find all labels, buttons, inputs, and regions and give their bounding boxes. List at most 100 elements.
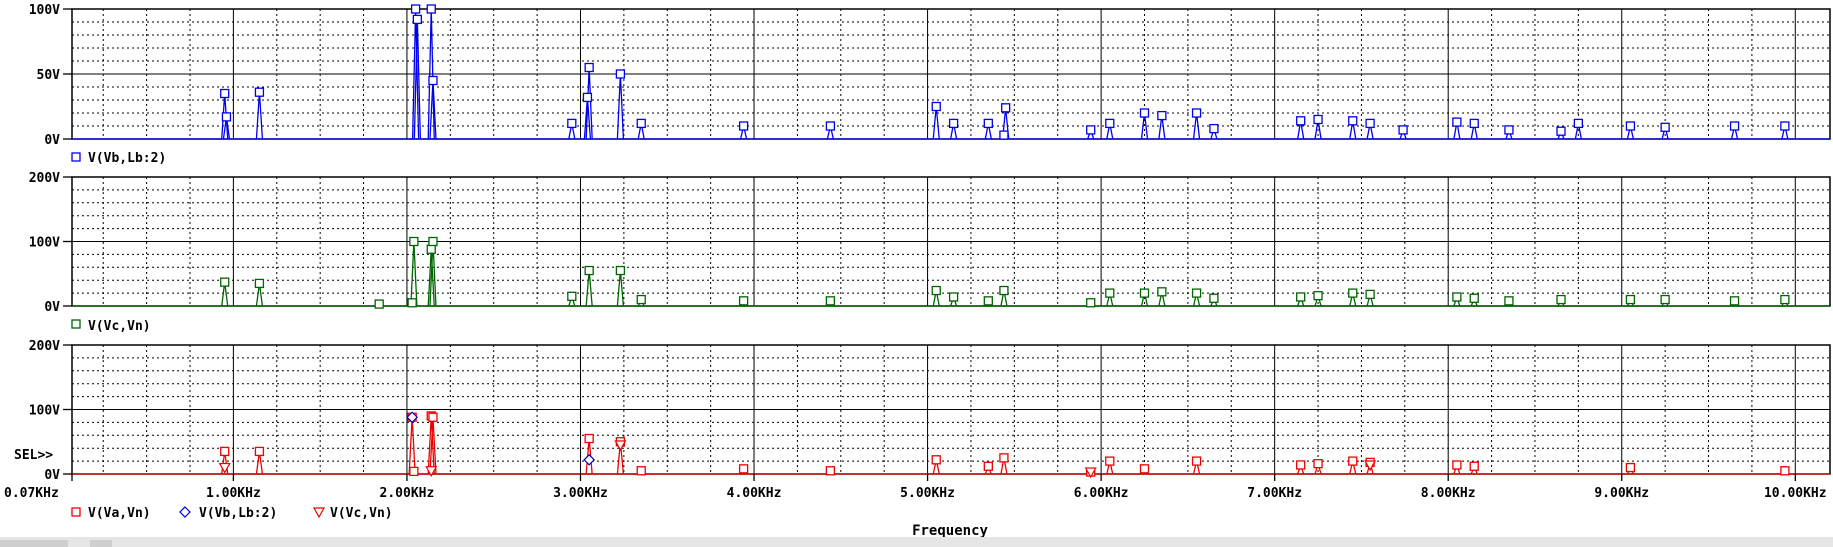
- legend-label-vb-lb2[interactable]: V(Vb,Lb:2): [199, 506, 277, 521]
- square-marker: [1452, 460, 1462, 470]
- square-marker: [220, 446, 230, 457]
- square-marker: [1001, 103, 1011, 113]
- square-marker: [636, 118, 646, 129]
- square-marker: [584, 433, 594, 444]
- x-tick-label: 10.00KHz: [1764, 486, 1827, 501]
- plot-2-y-ticks: 0V 100V 200V: [29, 171, 72, 315]
- square-marker: [1660, 294, 1670, 305]
- square-marker: [1086, 125, 1096, 135]
- square-marker: [1191, 288, 1202, 298]
- status-strip-block: [90, 540, 112, 547]
- plot-1-grid: [72, 9, 1830, 139]
- spectral-peak: [616, 270, 625, 307]
- legend-label-va-vn[interactable]: V(Va,Vn): [88, 506, 151, 521]
- square-marker: [999, 453, 1009, 463]
- square-marker: [426, 244, 436, 254]
- plot-3[interactable]: 0V 100V 200V SEL>>: [14, 339, 1831, 483]
- legend-square-marker-icon: [71, 507, 81, 517]
- square-marker: [584, 265, 594, 276]
- square-marker: [1452, 117, 1462, 127]
- plot-2-markers: [220, 236, 1790, 309]
- x-tick-label: 8.00KHz: [1421, 486, 1476, 501]
- square-marker: [1573, 118, 1584, 129]
- square-marker: [567, 291, 577, 301]
- square-marker: [1139, 288, 1150, 298]
- square-marker: [1365, 118, 1375, 129]
- legend-square-marker-icon: [71, 319, 81, 329]
- y-tick-label: 100V: [29, 3, 60, 18]
- plot-1-legend[interactable]: V(Vb,Lb:2): [71, 151, 166, 166]
- plot-1[interactable]: 0V 50V 100V V(Vb,Lb:2): [29, 3, 1831, 166]
- square-marker: [410, 4, 421, 14]
- square-marker: [1729, 296, 1740, 306]
- x-tick-label: 3.00KHz: [553, 486, 608, 501]
- square-marker: [1348, 116, 1358, 126]
- square-marker: [931, 285, 941, 296]
- square-marker: [738, 121, 749, 131]
- plot-2[interactable]: 0V 100V 200V V(Vc,Vn): [29, 171, 1831, 334]
- square-marker: [1313, 291, 1323, 301]
- plot-2-legend-label[interactable]: V(Vc,Vn): [88, 319, 151, 334]
- square-marker: [1157, 110, 1167, 121]
- square-marker: [1296, 116, 1306, 126]
- square-marker: [1296, 460, 1306, 470]
- square-marker: [1105, 288, 1115, 298]
- square-marker: [1139, 464, 1150, 474]
- legend-diamond-marker-icon: [179, 506, 191, 518]
- square-marker: [1729, 121, 1740, 131]
- x-tick-label: 5.00KHz: [900, 486, 955, 501]
- selection-cursor-label[interactable]: SEL>>: [14, 448, 53, 463]
- square-marker: [1780, 294, 1790, 305]
- square-marker: [825, 466, 836, 476]
- square-marker: [1625, 462, 1636, 473]
- square-marker: [999, 130, 1009, 140]
- square-marker: [1191, 108, 1202, 118]
- triangle-down-marker: [1364, 460, 1377, 472]
- legend-label-vc-vn[interactable]: V(Vc,Vn): [330, 506, 393, 521]
- square-marker: [1556, 126, 1566, 136]
- plot-1-y-ticks: 0V 50V 100V: [29, 3, 72, 148]
- square-marker: [1139, 108, 1150, 118]
- x-axis-title: Frequency: [912, 523, 988, 539]
- plot-2-legend[interactable]: V(Vc,Vn): [71, 319, 151, 334]
- y-tick-label: 200V: [29, 339, 60, 354]
- spectral-peak: [408, 417, 416, 475]
- square-marker: [1365, 289, 1375, 300]
- square-marker: [584, 62, 594, 73]
- spectral-peak: [255, 92, 264, 140]
- square-marker: [254, 446, 265, 457]
- y-tick-label: 100V: [29, 404, 60, 419]
- square-marker: [254, 278, 265, 289]
- x-tick-label: 9.00KHz: [1594, 486, 1649, 501]
- square-marker: [1209, 293, 1219, 303]
- y-tick-label: 50V: [37, 68, 61, 83]
- spectral-peak: [616, 73, 625, 140]
- square-marker: [983, 461, 993, 471]
- plot-3-legend[interactable]: V(Va,Vn) V(Vb,Lb:2) V(Vc,Vn): [71, 506, 393, 521]
- square-marker: [825, 296, 836, 306]
- x-tick-label: 2.00KHz: [380, 486, 435, 501]
- square-marker: [948, 292, 959, 302]
- triangle-down-marker: [425, 466, 438, 478]
- triangle-down-marker: [1084, 467, 1097, 479]
- square-marker: [636, 294, 646, 305]
- plot-1-legend-label[interactable]: V(Vb,Lb:2): [88, 151, 166, 166]
- square-marker: [374, 299, 384, 309]
- square-marker: [567, 118, 577, 129]
- legend-triangle-down-marker-icon: [312, 507, 326, 519]
- square-marker: [738, 464, 749, 474]
- square-marker: [221, 112, 232, 122]
- square-marker: [1625, 294, 1636, 305]
- square-marker: [1296, 292, 1306, 302]
- square-marker: [220, 88, 230, 99]
- square-marker: [825, 121, 836, 131]
- x-axis-ticks: 0.07KHz 1.00KHz 2.00KHz 3.00KHz 4.00KHz 5.00K…: [4, 474, 1827, 501]
- square-marker: [409, 466, 419, 477]
- square-marker: [582, 92, 593, 103]
- square-marker: [615, 69, 626, 79]
- square-marker: [1348, 288, 1358, 298]
- square-marker: [636, 466, 646, 476]
- square-marker: [1469, 461, 1479, 471]
- diamond-marker: [583, 453, 596, 466]
- square-marker: [1209, 123, 1219, 134]
